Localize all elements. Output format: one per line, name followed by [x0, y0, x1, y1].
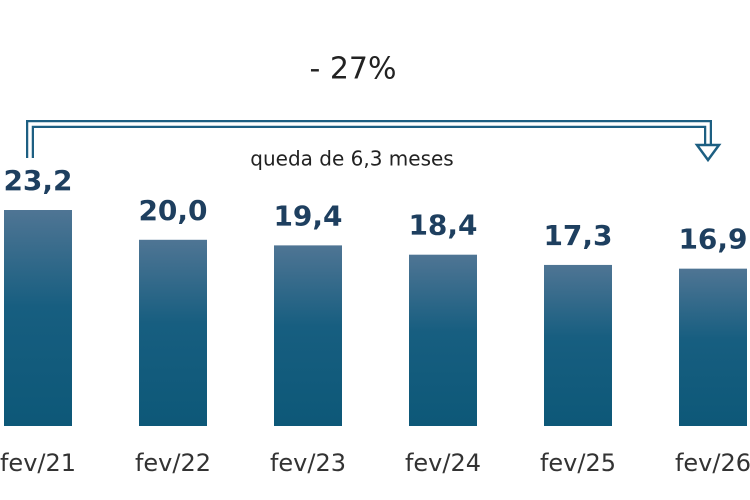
x-tick-label: fev/21	[0, 449, 76, 477]
x-tick-label: fev/23	[270, 449, 346, 477]
bar	[139, 239, 207, 426]
value-label: 18,4	[408, 209, 477, 242]
change-annotation: - 27%	[309, 52, 396, 87]
value-label: 16,9	[678, 223, 747, 256]
period-annotation: queda de 6,3 meses	[250, 147, 453, 171]
value-label: 19,4	[273, 199, 342, 232]
bracket-arrow-inner	[28, 122, 710, 158]
bar	[4, 210, 72, 426]
x-tick-label: fev/25	[540, 449, 616, 477]
x-tick-label: fev/24	[405, 449, 481, 477]
bar	[274, 245, 342, 426]
bar	[679, 268, 747, 426]
x-tick-label: fev/22	[135, 449, 211, 477]
arrow-head	[694, 143, 722, 163]
bar	[544, 264, 612, 426]
value-label: 20,0	[138, 194, 207, 227]
x-tick-label: fev/26	[675, 449, 750, 477]
value-label: 23,2	[3, 164, 72, 197]
value-label: 17,3	[543, 219, 612, 252]
bar	[409, 254, 477, 426]
